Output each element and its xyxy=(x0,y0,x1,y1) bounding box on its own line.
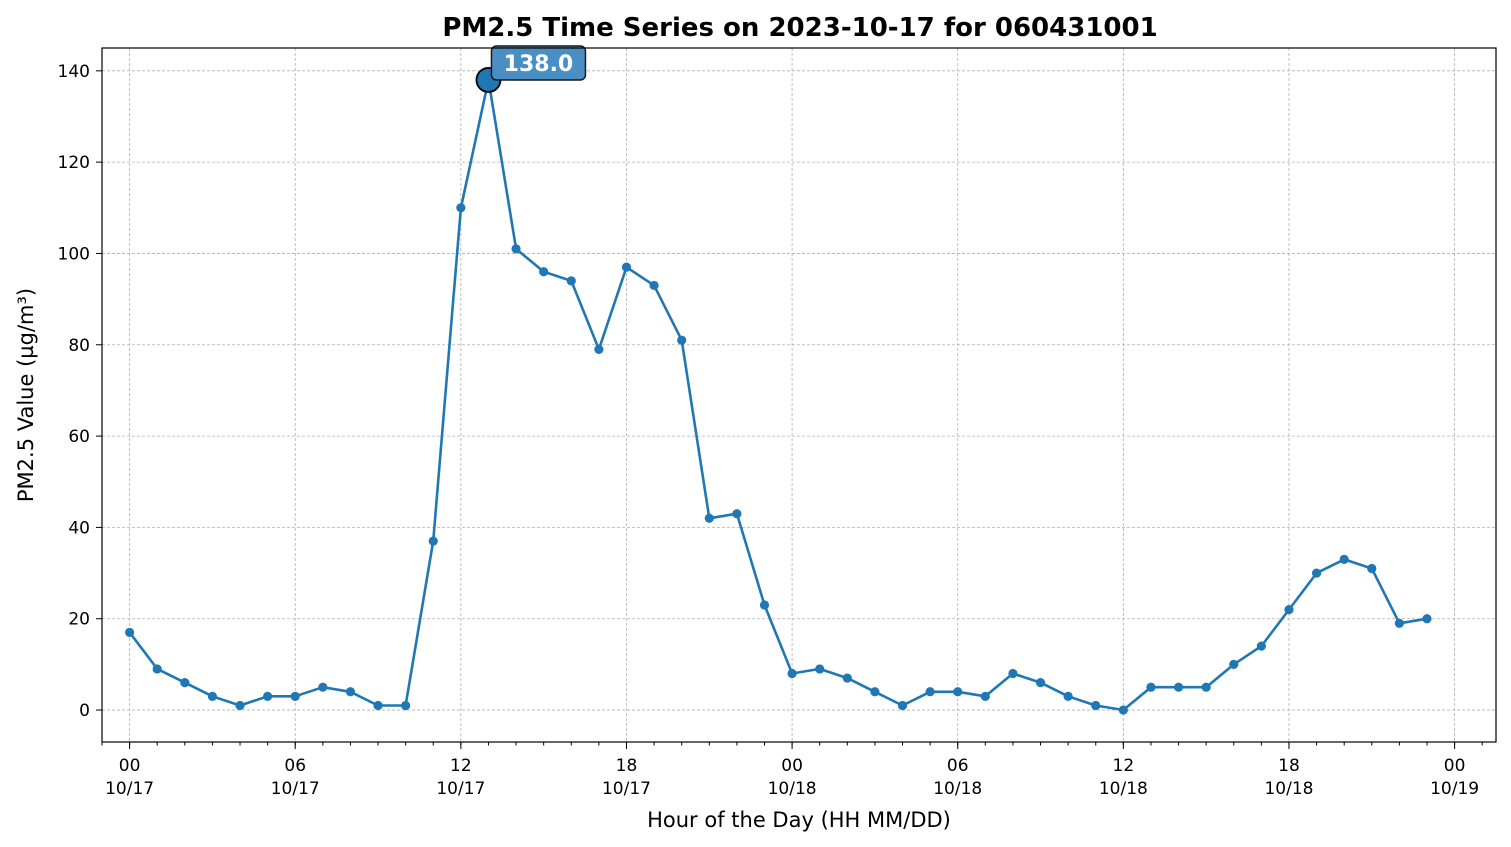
y-tick-label: 120 xyxy=(58,153,90,173)
x-tick-label: 12 10/18 xyxy=(1099,756,1148,799)
grid xyxy=(102,48,1496,742)
x-tick-label: 00 10/19 xyxy=(1430,756,1479,799)
data-point xyxy=(980,691,990,701)
data-point xyxy=(732,509,742,519)
data-point xyxy=(1311,568,1322,578)
data-point xyxy=(428,536,438,546)
chart-title: PM2.5 Time Series on 2023-10-17 for 0604… xyxy=(442,13,1157,43)
data-point xyxy=(594,344,604,354)
data-point xyxy=(649,280,659,291)
data-point xyxy=(1229,659,1239,669)
data-point xyxy=(180,678,190,688)
data-point xyxy=(345,687,356,697)
data-point xyxy=(677,335,687,345)
data-point xyxy=(318,682,328,692)
data-point xyxy=(263,691,273,701)
axis-ticks: 0 20 40 60 80 100 120 140 00 10/17 06 10/17 12 10/17 1… xyxy=(58,62,1483,799)
data-point xyxy=(1367,563,1377,574)
data-point xyxy=(1091,700,1101,711)
y-tick-label: 60 xyxy=(68,427,90,447)
peak-annotation: 138.0 xyxy=(475,45,587,93)
y-tick-label: 140 xyxy=(58,62,90,82)
plot-frame xyxy=(101,47,1497,743)
data-point xyxy=(1394,618,1404,628)
data-point xyxy=(704,513,714,523)
data-point xyxy=(1063,691,1073,701)
data-point xyxy=(152,664,162,674)
x-tick-label: 18 10/17 xyxy=(602,756,651,799)
data-point xyxy=(1173,682,1184,692)
y-tick-label: 80 xyxy=(68,336,90,356)
x-axis-label: Hour of the Day (HH MM/DD) xyxy=(647,808,951,832)
data-point xyxy=(456,203,466,213)
series-line xyxy=(128,78,1428,712)
x-tick-label: 00 10/17 xyxy=(105,756,154,799)
x-tick-label: 12 10/17 xyxy=(436,756,485,799)
x-tick-label: 00 10/18 xyxy=(768,756,817,799)
data-point xyxy=(373,700,383,711)
y-tick-label: 100 xyxy=(58,244,90,264)
data-point xyxy=(1422,614,1432,624)
data-point xyxy=(539,267,549,277)
series-layer xyxy=(125,75,1432,715)
data-point xyxy=(870,687,880,697)
peak-label-box xyxy=(490,45,587,81)
data-point xyxy=(125,627,135,638)
data-point xyxy=(511,244,521,254)
y-tick-label: 0 xyxy=(79,701,90,721)
data-point xyxy=(235,700,245,711)
y-tick-label: 20 xyxy=(68,610,90,630)
x-tick-label: 18 10/18 xyxy=(1264,756,1313,799)
data-point xyxy=(1284,604,1294,615)
data-point xyxy=(566,276,576,286)
data-point xyxy=(1008,668,1018,679)
data-point xyxy=(401,700,411,711)
x-tick-label: 06 10/18 xyxy=(933,756,982,799)
data-point xyxy=(815,664,825,674)
data-point xyxy=(1256,641,1266,651)
data-point xyxy=(621,262,632,272)
data-point xyxy=(1339,554,1349,564)
data-point xyxy=(787,668,797,679)
data-point xyxy=(842,673,852,683)
data-point xyxy=(1146,682,1156,692)
y-axis-label: PM2.5 Value (µg/m³) xyxy=(14,288,38,502)
y-tick-label: 40 xyxy=(68,518,90,538)
data-point xyxy=(1118,705,1128,715)
data-point xyxy=(1035,678,1046,688)
data-point xyxy=(290,691,300,701)
x-tick-label: 06 10/17 xyxy=(271,756,320,799)
data-point xyxy=(759,600,770,610)
data-point xyxy=(207,691,218,701)
data-point xyxy=(897,700,908,711)
data-point xyxy=(925,687,935,697)
data-point xyxy=(953,687,963,697)
data-point xyxy=(1201,682,1211,692)
peak-label-text: 138.0 xyxy=(504,52,574,77)
